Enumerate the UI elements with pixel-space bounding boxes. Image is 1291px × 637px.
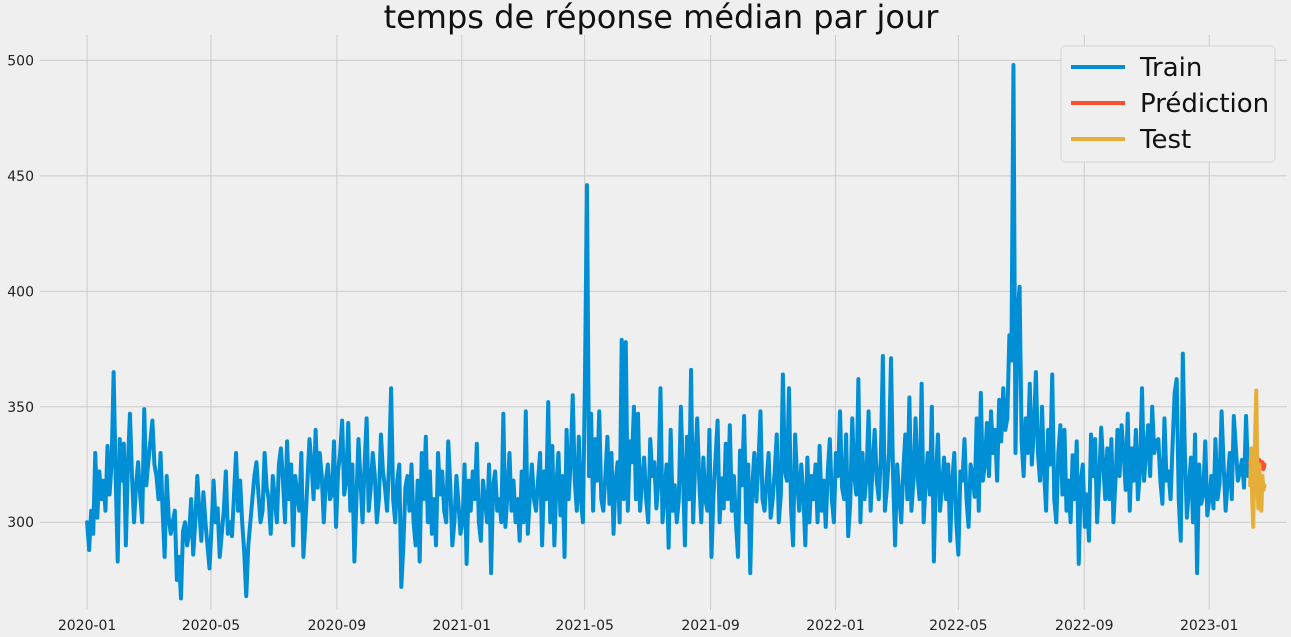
x-tick-label: 2022-01 bbox=[806, 618, 865, 634]
x-tick-label: 2021-05 bbox=[555, 618, 614, 634]
x-tick-label: 2021-01 bbox=[433, 618, 492, 634]
series-lines bbox=[85, 63, 1267, 601]
x-tick-label: 2020-09 bbox=[308, 618, 367, 634]
x-tick-label: 2020-05 bbox=[182, 618, 241, 634]
series-line-train bbox=[85, 63, 1253, 601]
chart-title: temps de réponse médian par jour bbox=[384, 0, 940, 36]
y-tick-label: 350 bbox=[7, 400, 34, 416]
legend-label-train: Train bbox=[1139, 53, 1202, 83]
x-tick-label: 2022-09 bbox=[1055, 618, 1114, 634]
x-tick-label: 2022-05 bbox=[929, 618, 988, 634]
legend-box bbox=[1060, 45, 1276, 163]
y-tick-label: 500 bbox=[7, 53, 34, 69]
series-line-test bbox=[1248, 388, 1267, 529]
legend: Train Prédiction Test bbox=[1060, 45, 1276, 163]
y-tick-label: 300 bbox=[7, 515, 34, 531]
legend-label-test: Test bbox=[1139, 125, 1191, 155]
x-tick-label: 2023-01 bbox=[1180, 618, 1239, 634]
x-tick-label: 2020-01 bbox=[58, 618, 117, 634]
y-tick-label: 400 bbox=[7, 284, 34, 300]
legend-label-prediction: Prédiction bbox=[1140, 89, 1269, 119]
y-tick-label: 450 bbox=[7, 169, 34, 185]
x-axis-ticks: 2020-01 2020-05 2020-09 2021-01 2021-05 2021-… bbox=[58, 618, 1239, 634]
x-tick-label: 2021-09 bbox=[681, 618, 740, 634]
y-axis-ticks: 300 350 400 450 500 bbox=[7, 53, 34, 531]
